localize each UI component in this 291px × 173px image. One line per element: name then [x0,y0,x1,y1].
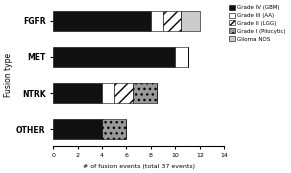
Bar [102,119,127,139]
Bar [133,83,157,103]
Bar [182,11,200,30]
Bar [53,83,102,103]
Y-axis label: Fusion type: Fusion type [4,53,13,97]
Legend: Grade IV (GBM), Grade III (AA), Grade II (LGG), Grade I (Pilocytic), Glioma NOS: Grade IV (GBM), Grade III (AA), Grade II… [229,4,286,42]
Bar [102,83,114,103]
Bar [151,11,163,30]
Bar [114,83,133,103]
Bar [163,11,182,30]
X-axis label: # of fusion events (total 37 events): # of fusion events (total 37 events) [83,164,195,169]
Bar [53,47,175,67]
Bar [53,119,102,139]
Bar [175,47,188,67]
Bar [53,11,151,30]
